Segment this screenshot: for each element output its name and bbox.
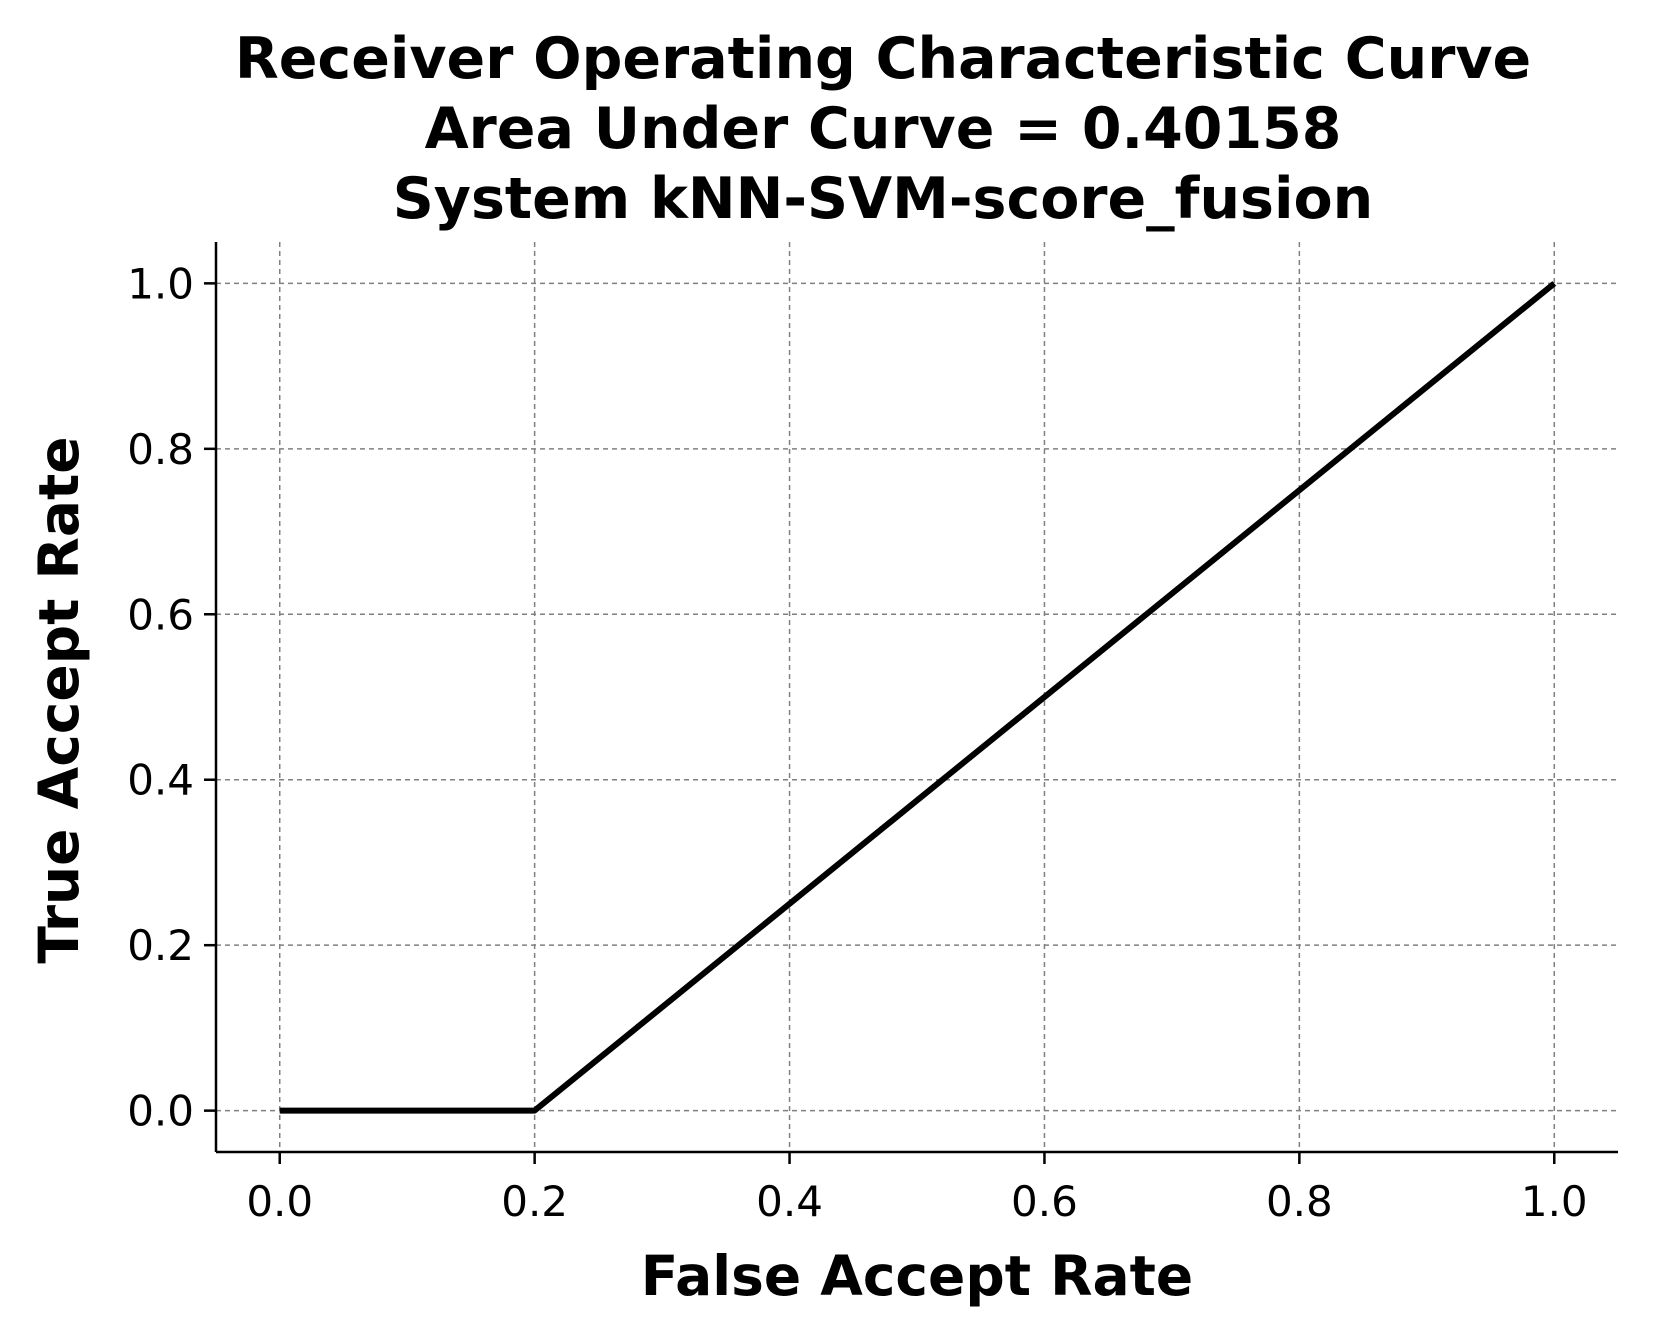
- x-tick-label: 0.6: [1011, 1177, 1078, 1226]
- ticks: 0.0 0.2 0.4 0.6 0.8 1.0 0.0 0.2 0.4 0.6 0.8 1.0: [127, 259, 1587, 1226]
- x-tick-label: 0.8: [1266, 1177, 1333, 1226]
- x-axis-label: False Accept Rate: [641, 1244, 1193, 1308]
- y-tick-label: 0.2: [127, 921, 194, 970]
- series-layer: [279, 281, 1557, 1114]
- title-line-2: Area Under Curve = 0.40158: [425, 96, 1342, 162]
- y-axis-label: True Accept Rate: [27, 436, 91, 963]
- x-tick-label: 0.4: [756, 1177, 823, 1226]
- y-tick-label: 1.0: [127, 259, 194, 308]
- chart-title: Receiver Operating Characteristic Curve …: [235, 26, 1531, 232]
- title-line-3: System kNN-SVM-score_fusion: [393, 166, 1374, 232]
- grid: [216, 242, 1618, 1152]
- title-line-1: Receiver Operating Characteristic Curve: [235, 26, 1531, 92]
- y-tick-label: 0.4: [127, 756, 194, 805]
- y-tick-label: 0.8: [127, 425, 194, 474]
- x-tick-label: 1.0: [1521, 1177, 1588, 1226]
- y-tick-label: 0.0: [127, 1087, 194, 1136]
- axes: [214, 242, 1618, 1154]
- y-tick-label: 0.6: [127, 590, 194, 639]
- x-tick-label: 0.0: [246, 1177, 313, 1226]
- x-tick-label: 0.2: [501, 1177, 568, 1226]
- roc-curve-line: [279, 281, 1557, 1114]
